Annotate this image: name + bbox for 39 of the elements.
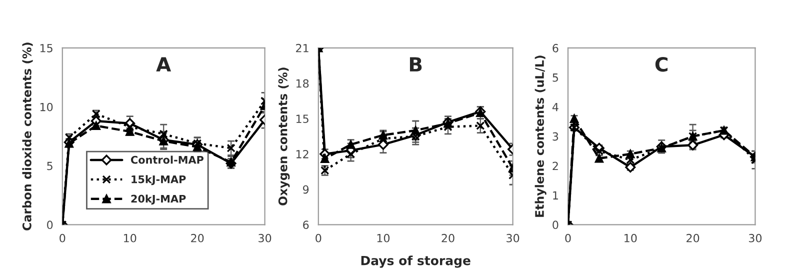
y-tick-label: 18	[296, 79, 309, 88]
x-tick-label: 20	[442, 234, 454, 242]
x-tick-label: 10	[377, 234, 390, 242]
y-tick-label: 10	[40, 102, 53, 112]
y-tick-label: 4	[552, 102, 558, 112]
y-tick-label: 9	[303, 185, 309, 194]
y-tick-label: 5	[552, 74, 558, 82]
y-tick-label: 15	[296, 114, 308, 124]
legend-label: 15kJ-MAP	[132, 175, 186, 186]
chart-title: C	[655, 56, 668, 72]
y-axis-title: Ethylene contents (uL/L)	[534, 56, 546, 217]
chart-title: B	[410, 57, 422, 72]
y-tick-label: 5	[47, 162, 52, 170]
y-tick-label: 3	[552, 132, 558, 141]
y-tick-label: 15	[40, 44, 52, 52]
y-tick-label: 2	[552, 162, 558, 170]
y-axis-title: Oxygen contents (%)	[278, 68, 290, 206]
y-tick-label: 12	[296, 150, 308, 158]
y-tick-label: 21	[296, 44, 308, 52]
x-tick-label: 30	[748, 234, 762, 242]
y-tick-label: 0	[47, 220, 53, 230]
legend-label: 20kJ-MAP	[131, 194, 186, 205]
y-tick-label: 6	[303, 220, 309, 230]
y-tick-label: 1	[553, 191, 558, 200]
x-tick-label: 30	[506, 234, 520, 242]
x-tick-label: 20	[686, 234, 700, 242]
x-tick-label: 0	[60, 234, 66, 242]
x-tick-label: 0	[565, 234, 571, 242]
y-tick-label: 0	[552, 220, 558, 230]
x-tick-label: 10	[624, 234, 637, 242]
x-tick-label: 0	[316, 234, 322, 242]
x-axis-title: Days of storage	[361, 256, 470, 268]
x-tick-label: 30	[258, 234, 272, 242]
y-axis-title: Carbon dioxide contents (%)	[22, 42, 33, 230]
y-tick-label: 6	[552, 44, 558, 52]
chart-title: A	[156, 57, 172, 72]
x-tick-label: 20	[191, 234, 204, 242]
legend-label: Control-MAP	[130, 156, 204, 164]
x-tick-label: 10	[124, 234, 136, 242]
